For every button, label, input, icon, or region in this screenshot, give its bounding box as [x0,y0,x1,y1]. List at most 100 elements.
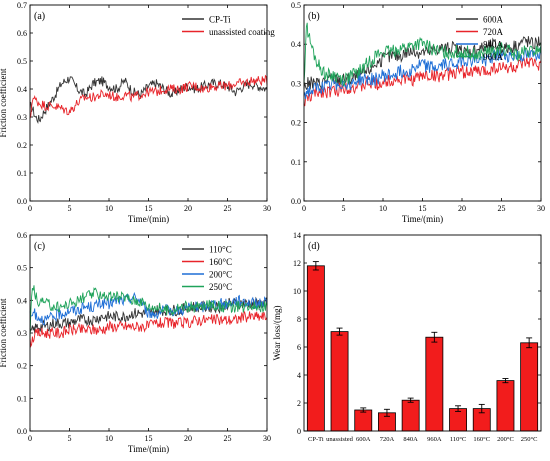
panel-a: 0.0 0.1 0.2 0.3 0.4 0.5 0.6 0.7 0 5 10 15 20 25 30 CP-T… [0,1,275,224]
x-axis-label: Time/(min) [402,214,443,224]
panel-d: 0 2 4 6 8 10 12 14 CP-Ti unassisted 600A 720A 840A 96… [272,231,542,443]
y-tick-label: 4 [297,371,301,380]
y-tick-label: 12 [293,259,301,268]
bar-8 [496,380,515,432]
y-axis-label: Wear loss/(mg) [272,305,282,360]
legend-label-2: 840A [483,40,504,50]
bar-9 [520,342,539,432]
panel-b: 0.0 0.1 0.2 0.3 0.4 0.5 0 5 10 15 20 25 30 600A 720A 84… [291,1,545,224]
y-axis-label: Friction coefficient [0,298,8,368]
y-tick-label: 0.0 [17,197,27,206]
category-label-5: 960A [427,436,442,443]
category-label-3: 720A [380,436,395,443]
y-tick-label: 0.4 [17,296,27,305]
series-line-3 [29,285,268,339]
x-tick-label: 30 [263,204,271,213]
x-tick-label: 30 [263,434,271,443]
x-tick-label: 30 [537,204,545,213]
bar-4 [401,399,420,432]
y-tick-label: 6 [297,343,301,352]
legend-label-0: 110°C [209,245,232,255]
legend-label-1: unassisted coating [209,27,275,37]
x-tick-label: 20 [458,204,466,213]
y-tick-label: 14 [293,231,301,240]
panel-c: 0.0 0.1 0.2 0.3 0.4 0.5 0.6 0 5 10 15 20 25 30 110°C 16… [0,231,271,454]
x-axis-label: Time/(min) [128,214,169,224]
y-tick-label: 0.2 [17,141,27,150]
series-line-0 [29,76,268,124]
plot-frame [29,234,268,432]
x-tick-label: 0 [302,204,306,213]
y-tick-label: 0.3 [17,113,27,122]
legend-label-1: 160°C [209,257,232,267]
y-tick-label: 0.7 [17,1,27,10]
legend-label-2: 200°C [209,270,232,280]
plot-frame [303,4,542,202]
x-tick-label: 10 [105,204,113,213]
series-line-1 [303,56,542,107]
category-label-0: CP-Ti [308,436,324,443]
y-tick-label: 0.0 [17,427,27,436]
y-tick-label: 0.3 [291,79,301,88]
x-tick-label: 20 [184,204,192,213]
legend-label-3: 960A [483,52,504,62]
plot-frame [29,4,268,202]
y-tick-label: 0.6 [17,29,27,38]
x-tick-label: 5 [68,204,72,213]
y-tick-label: 0.2 [291,119,301,128]
series-line-3 [303,22,542,87]
category-label-9: 250°C [521,436,538,443]
x-tick-label: 25 [224,434,232,443]
y-tick-label: 0.1 [17,169,27,178]
y-tick-label: 0.1 [17,394,27,403]
panel-label: (a) [34,11,45,22]
bar-1 [330,331,349,432]
x-tick-label: 10 [105,434,113,443]
panel-label: (d) [308,241,320,252]
panel-label: (b) [308,11,320,22]
y-tick-label: 2 [297,399,301,408]
legend-label-0: 600A [483,15,504,25]
category-label-8: 200°C [497,436,514,443]
bar-6 [449,408,467,432]
x-tick-label: 25 [224,204,232,213]
bar-0 [306,265,325,432]
legend-label-0: CP-Ti [209,15,231,25]
category-label-1: unassisted [326,436,353,443]
y-tick-label: 0.1 [291,158,301,167]
y-tick-label: 0.4 [291,40,301,49]
y-tick-label: 0 [297,427,301,436]
x-tick-label: 15 [419,204,427,213]
x-tick-label: 0 [28,434,32,443]
category-label-4: 840A [403,436,418,443]
legend-label-1: 720A [483,27,504,37]
x-tick-label: 10 [379,204,387,213]
y-tick-label: 0.6 [17,231,27,240]
x-tick-label: 15 [145,434,153,443]
category-label-6: 110°C [450,436,466,443]
y-tick-label: 0.5 [17,264,27,273]
series-line-1 [29,74,268,119]
category-label-7: 160°C [473,436,490,443]
y-tick-label: 8 [297,315,301,324]
y-tick-label: 0.2 [17,362,27,371]
category-label-2: 600A [356,436,371,443]
x-tick-label: 20 [184,434,192,443]
y-tick-label: 0.5 [291,1,301,10]
plot-frame [303,234,542,432]
y-tick-label: 0.0 [291,197,301,206]
x-tick-label: 5 [68,434,72,443]
panel-label: (c) [34,241,45,252]
y-axis-label: Friction coefficient [0,68,8,138]
x-tick-label: 0 [28,204,32,213]
x-axis-label: Time/(min) [128,444,169,454]
y-tick-label: 0.4 [17,85,27,94]
y-tick-label: 10 [293,287,301,296]
bar-5 [425,336,444,432]
x-tick-label: 15 [145,204,153,213]
series-line-1 [29,309,268,348]
legend-label-3: 250°C [209,282,232,292]
y-tick-label: 0.5 [17,57,27,66]
y-tick-label: 0.3 [17,329,27,338]
